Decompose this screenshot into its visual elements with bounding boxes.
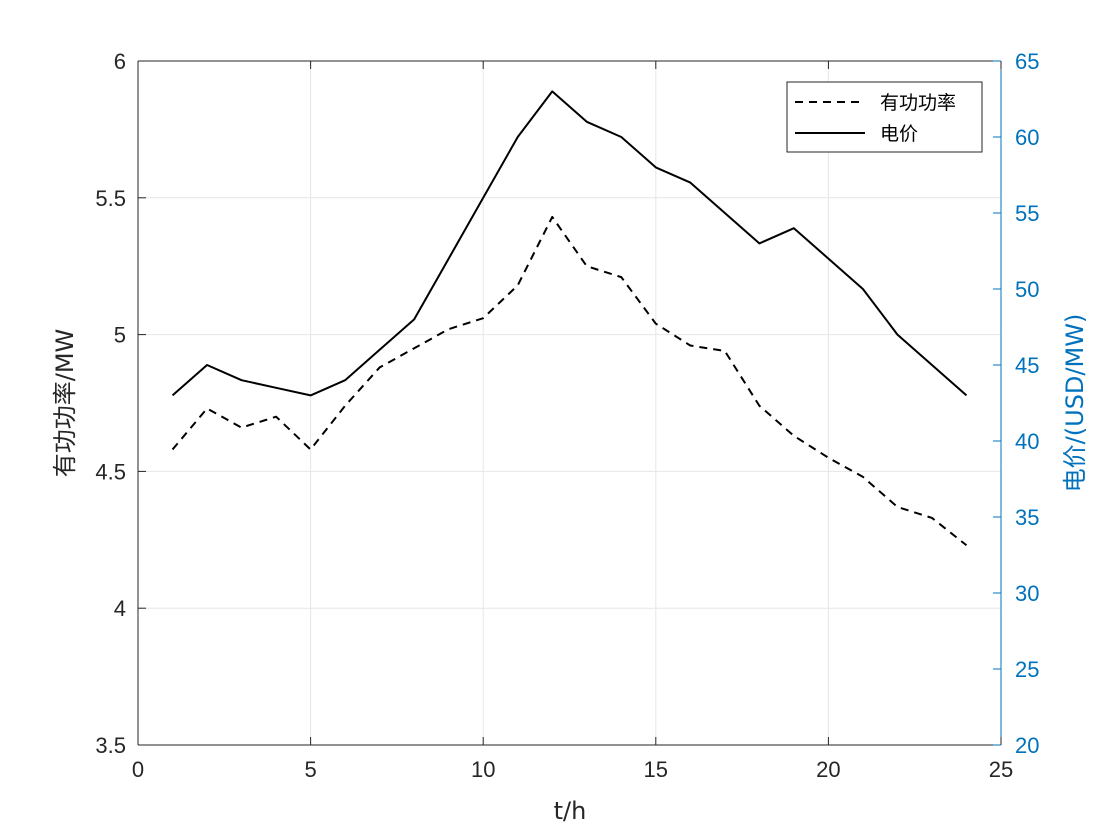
left-y-axis-label: 有功功率/MW <box>51 329 79 478</box>
legend-label-active-power: 有功功率 <box>880 92 956 114</box>
right-y-tick-label: 55 <box>1015 201 1039 226</box>
x-axis-label: t/h <box>554 797 587 825</box>
x-tick-label: 25 <box>989 757 1013 782</box>
legend: 有功功率 电价 <box>786 81 983 153</box>
x-tick-label: 0 <box>132 757 144 782</box>
series-line-price <box>171 90 968 397</box>
left-y-tick-label: 5 <box>114 323 126 348</box>
legend-label-price: 电价 <box>880 123 918 145</box>
right-y-tick-label: 20 <box>1015 733 1039 758</box>
right-y-tick-label: 50 <box>1015 277 1039 302</box>
legend-box <box>786 81 983 153</box>
x-tick-label: 15 <box>644 757 668 782</box>
right-y-tick-label: 30 <box>1015 581 1039 606</box>
left-y-tick-label: 4.5 <box>95 459 126 484</box>
right-y-tick-label: 45 <box>1015 353 1039 378</box>
x-tick-label: 5 <box>304 757 316 782</box>
series-layer <box>171 90 968 547</box>
right-y-tick-label: 40 <box>1015 429 1039 454</box>
right-y-tick-label: 35 <box>1015 505 1039 530</box>
left-y-tick-label: 5.5 <box>95 186 126 211</box>
right-y-tick-label: 25 <box>1015 657 1039 682</box>
x-tick-label: 10 <box>471 757 495 782</box>
left-y-tick-label: 6 <box>114 49 126 74</box>
x-tick-label: 20 <box>816 757 840 782</box>
right-y-tick-label: 60 <box>1015 125 1039 150</box>
left-y-tick-label: 4 <box>114 596 126 621</box>
series-line-active-power <box>171 215 968 547</box>
plot-area <box>138 61 1001 745</box>
left-y-tick-label: 3.5 <box>95 733 126 758</box>
right-y-tick-label: 65 <box>1015 49 1039 74</box>
axes: 0 5 10 15 20 253.544.555.56202530354045505560… <box>95 49 1039 782</box>
right-y-axis-label: 电价/(USD/MW) <box>1061 314 1089 493</box>
grid-lines <box>137 60 1002 746</box>
